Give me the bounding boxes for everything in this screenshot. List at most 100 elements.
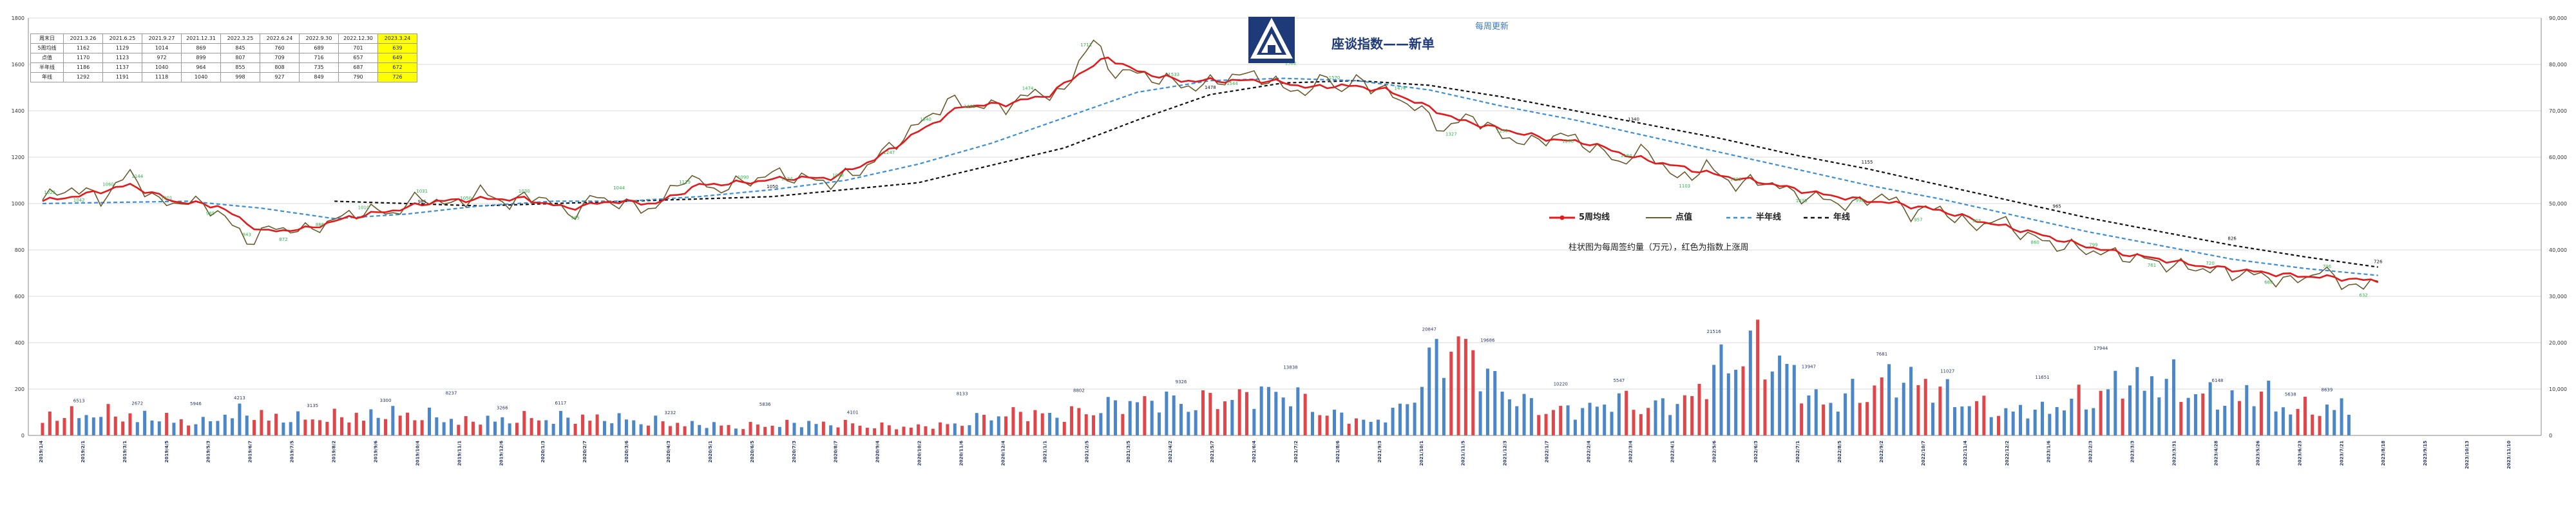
y-left-tick-label: 1200	[12, 155, 24, 160]
volume-bar	[165, 412, 169, 435]
volume-bar	[1194, 410, 1197, 435]
volume-bar	[1945, 379, 1949, 435]
point-label: 1044	[613, 186, 625, 191]
volume-bar	[479, 424, 482, 435]
volume-bar	[836, 427, 840, 435]
volume-bar-label: 10220	[1554, 381, 1568, 386]
volume-bar	[1281, 397, 1285, 435]
volume-bar	[763, 426, 767, 435]
volume-bar	[179, 419, 183, 435]
volume-bar	[960, 426, 964, 435]
volume-bar	[332, 408, 336, 435]
volume-bar	[1084, 414, 1088, 435]
legend-swatch-half-year	[1726, 216, 1752, 218]
volume-bar-label: 3232	[664, 410, 676, 415]
volume-bar	[1741, 366, 1745, 435]
volume-bar	[1070, 406, 1074, 435]
volume-bar	[558, 410, 562, 435]
series-lines	[42, 39, 2379, 291]
volume-bar	[391, 406, 395, 435]
volume-bar	[1018, 412, 1022, 435]
chart-note: 柱状图为每周签约量（万元），红色为指数上涨周	[1569, 243, 1749, 252]
volume-bar	[2347, 414, 2351, 435]
x-tick-label: 2022/10/7	[1921, 441, 1926, 466]
summary-cell: 760	[260, 43, 300, 53]
volume-bar	[968, 425, 971, 435]
volume-bar	[194, 424, 198, 435]
year-label: 826	[2228, 236, 2237, 242]
volume-bar	[201, 417, 205, 435]
volume-bar	[435, 417, 439, 435]
volume-bar	[121, 421, 125, 435]
summary-cell: 1162	[63, 43, 103, 53]
volume-bar	[2237, 401, 2241, 435]
volume-bar	[530, 418, 533, 435]
volume-bar	[515, 423, 519, 435]
volume-bar	[1237, 389, 1241, 435]
volume-bar	[1288, 406, 1292, 435]
x-tick-label: 2021/2/5	[1084, 441, 1089, 462]
volume-bar	[70, 406, 73, 435]
volume-bar	[2267, 380, 2271, 435]
volume-bar	[939, 422, 942, 435]
point-label: 1050	[460, 196, 472, 201]
volume-bar	[2092, 408, 2095, 435]
volume-bar	[1997, 415, 2001, 435]
volume-bar	[369, 409, 373, 435]
point-label: 1446	[964, 104, 975, 109]
point-label: 903	[1972, 218, 1981, 224]
volume-bar	[829, 425, 833, 435]
volume-bar	[1267, 386, 1271, 435]
volume-bar	[318, 420, 322, 435]
volume-bar	[1529, 398, 1533, 435]
volume-bar-label: 17944	[2094, 346, 2108, 351]
volume-bar	[2281, 407, 2285, 435]
legend-item-year: 年线	[1804, 210, 1850, 222]
volume-bar-label: 19686	[1480, 338, 1495, 343]
volume-bar-label: 11651	[2035, 375, 2049, 380]
volume-bar	[296, 411, 300, 435]
volume-bar	[2099, 390, 2103, 435]
volume-bar	[1026, 421, 1030, 435]
y-left-tick-label: 1400	[12, 108, 24, 114]
ma5-line	[42, 56, 2379, 283]
volume-bar	[661, 421, 665, 435]
volume-bar	[1551, 410, 1555, 435]
volume-bar	[2208, 382, 2212, 435]
volume-bar	[238, 403, 242, 435]
summary-cell: 855	[220, 62, 260, 73]
volume-bar	[807, 421, 811, 435]
volume-bar	[799, 427, 803, 435]
x-tick-label: 2022/6/3	[1753, 441, 1759, 462]
volume-bar	[1814, 389, 1818, 435]
year-label: 1340	[1628, 117, 1639, 122]
volume-bar	[223, 414, 227, 435]
volume-bar	[267, 421, 271, 435]
volume-bar	[113, 416, 117, 435]
volume-bar	[486, 415, 490, 435]
volume-bar	[1165, 391, 1169, 435]
summary-cell: 639	[377, 43, 417, 53]
volume-bar	[851, 423, 855, 435]
summary-cell: 1129	[102, 43, 142, 53]
volume-bar	[1362, 419, 1366, 435]
volume-bar	[384, 419, 388, 435]
volume-bar	[1953, 407, 1957, 435]
point-label: 1533	[1168, 72, 1179, 77]
volume-bar	[143, 410, 147, 435]
volume-bar	[1865, 402, 1869, 435]
volume-bar	[975, 413, 978, 435]
volume-bar	[1734, 370, 1738, 435]
volume-bar	[1785, 363, 1789, 435]
volume-bar	[2325, 405, 2329, 435]
volume-bar	[2121, 398, 2124, 435]
volume-bar	[2048, 414, 2052, 435]
volume-bar	[1004, 416, 1008, 435]
summary-cell: 689	[299, 43, 339, 53]
summary-header-cell: 周末日	[30, 33, 64, 44]
volume-bar	[209, 421, 213, 435]
volume-bar	[172, 423, 176, 435]
volume-bar	[1208, 392, 1212, 435]
volume-bar	[1325, 415, 1329, 435]
